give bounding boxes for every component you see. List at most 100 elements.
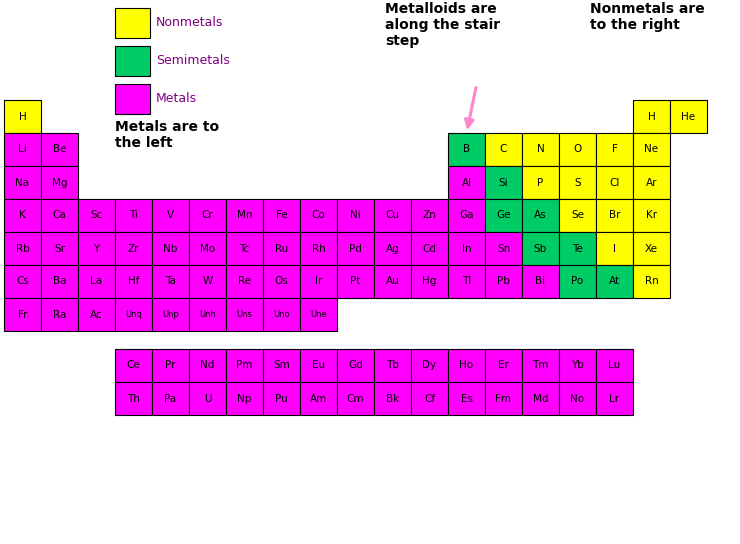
Bar [78, 232, 115, 265]
Text: Ta: Ta [165, 276, 176, 287]
Bar [411, 265, 448, 298]
Bar [115, 8, 150, 38]
Bar [300, 382, 337, 415]
Bar [411, 232, 448, 265]
Bar [300, 349, 337, 382]
Bar [189, 265, 226, 298]
Bar [337, 199, 374, 232]
Text: Unh: Unh [199, 310, 216, 319]
Bar [411, 349, 448, 382]
Text: Metals are to
the left: Metals are to the left [115, 120, 219, 150]
Bar [300, 199, 337, 232]
Text: Sn: Sn [497, 244, 510, 254]
Bar [4, 133, 41, 166]
Text: C: C [500, 145, 507, 154]
Bar [522, 265, 559, 298]
Bar [41, 298, 78, 331]
Text: Es: Es [460, 393, 473, 404]
Bar [115, 298, 152, 331]
Bar [263, 349, 300, 382]
Text: Pt: Pt [350, 276, 360, 287]
Bar [522, 133, 559, 166]
Text: Tl: Tl [462, 276, 471, 287]
Bar [115, 349, 152, 382]
Bar [596, 232, 633, 265]
Text: Xe: Xe [645, 244, 658, 254]
Text: Nb: Nb [164, 244, 178, 254]
Text: Kr: Kr [646, 211, 657, 220]
Bar [596, 349, 633, 382]
Text: Cs: Cs [16, 276, 29, 287]
Bar [115, 199, 152, 232]
Text: He: He [682, 112, 696, 121]
Text: N: N [536, 145, 545, 154]
Text: Tc: Tc [239, 244, 249, 254]
Text: Pu: Pu [275, 393, 288, 404]
Text: At: At [609, 276, 620, 287]
Text: Al: Al [462, 177, 471, 188]
Text: Ru: Ru [275, 244, 288, 254]
Text: H: H [648, 112, 656, 121]
Bar [226, 298, 263, 331]
Bar [300, 232, 337, 265]
Bar [152, 232, 189, 265]
Bar [448, 166, 485, 199]
Text: Ca: Ca [53, 211, 67, 220]
Bar [4, 265, 41, 298]
Bar [226, 265, 263, 298]
Bar [115, 382, 152, 415]
Text: Ho: Ho [460, 361, 474, 370]
Bar [559, 166, 596, 199]
Text: Ce: Ce [127, 361, 141, 370]
Text: Metalloids are
along the stair
step: Metalloids are along the stair step [385, 2, 500, 48]
Bar [263, 298, 300, 331]
Bar [189, 232, 226, 265]
Text: Be: Be [53, 145, 67, 154]
Text: Cd: Cd [423, 244, 437, 254]
Text: Tb: Tb [386, 361, 399, 370]
Text: Fr: Fr [18, 310, 27, 319]
Text: O: O [574, 145, 582, 154]
Text: Unq: Unq [125, 310, 142, 319]
Text: Metals: Metals [156, 92, 197, 106]
Text: W: W [202, 276, 212, 287]
Bar [522, 349, 559, 382]
Bar [152, 199, 189, 232]
Bar [152, 382, 189, 415]
Text: P: P [537, 177, 544, 188]
Bar [300, 265, 337, 298]
Text: Uno: Uno [273, 310, 290, 319]
Bar [485, 166, 522, 199]
Text: Uns: Uns [237, 310, 252, 319]
Text: Ti: Ti [129, 211, 138, 220]
Bar [115, 84, 150, 114]
Text: Cm: Cm [347, 393, 364, 404]
Text: Y: Y [93, 244, 100, 254]
Bar [374, 232, 411, 265]
Text: Hf: Hf [128, 276, 139, 287]
Text: Co: Co [312, 211, 326, 220]
Bar [633, 100, 670, 133]
Text: Fm: Fm [496, 393, 511, 404]
Text: Sb: Sb [534, 244, 547, 254]
Bar [485, 133, 522, 166]
Text: Pb: Pb [497, 276, 510, 287]
Text: Np: Np [238, 393, 252, 404]
Text: No: No [571, 393, 585, 404]
Text: Mn: Mn [237, 211, 252, 220]
Text: H: H [18, 112, 27, 121]
Bar [411, 382, 448, 415]
Bar [263, 265, 300, 298]
Bar [226, 349, 263, 382]
Bar [596, 265, 633, 298]
Text: Ni: Ni [350, 211, 361, 220]
Text: Dy: Dy [423, 361, 437, 370]
Text: Ga: Ga [460, 211, 474, 220]
Bar [78, 298, 115, 331]
Text: Na: Na [16, 177, 30, 188]
Text: Br: Br [609, 211, 620, 220]
Text: Ar: Ar [646, 177, 657, 188]
Bar [4, 232, 41, 265]
Text: Cf: Cf [424, 393, 435, 404]
Bar [41, 199, 78, 232]
